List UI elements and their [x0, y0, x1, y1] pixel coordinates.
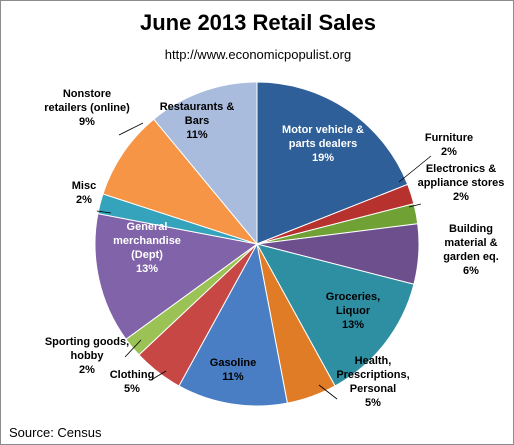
slice-label-line: Building: [449, 223, 493, 235]
slice-label-line: 11%: [222, 371, 244, 383]
leader-line: [318, 384, 338, 400]
slice-label-line: Motor vehicle &: [282, 124, 364, 136]
slice-label-line: 2%: [76, 194, 92, 206]
leader-line: [408, 203, 422, 208]
pie-slice-motor-vehicle-parts-dealers: [256, 81, 409, 245]
slice-label: Restaurants & Bars 11%: [160, 101, 235, 141]
slice-label: Motor vehicle & parts dealers 19%: [282, 124, 364, 164]
slice-label-line: Restaurants &: [160, 101, 235, 113]
slice-label-line: Misc: [72, 180, 96, 192]
pie-slice-general-merchandise-dept: [94, 213, 259, 340]
slice-label-line: material &: [444, 237, 497, 249]
slice-label-line: merchandise: [113, 235, 181, 247]
leader-line: [398, 155, 432, 183]
slice-label-line: 19%: [312, 152, 334, 164]
leader-line: [118, 122, 144, 136]
slice-label-line: Clothing: [110, 369, 155, 381]
slice-label-line: Prescriptions,: [336, 369, 409, 381]
chart-subtitle: http://www.economicpopulist.org: [164, 47, 352, 62]
slice-label-line: 5%: [365, 397, 381, 409]
slice-label-line: garden eq.: [443, 251, 499, 263]
slice-label-line: Nonstore: [63, 88, 111, 100]
slice-labels: Motor vehicle & parts dealers 19% Furniture…: [44, 88, 504, 409]
slice-label-line: 11%: [186, 129, 208, 141]
slice-label-line: Liquor: [336, 305, 371, 317]
slice-label-line: 9%: [79, 116, 95, 128]
leader-line: [96, 210, 112, 214]
slice-label: Health, Prescriptions, Personal 5%: [336, 355, 409, 409]
slice-label-line: 5%: [124, 383, 140, 395]
slice-label: Electronics & appliance stores 2%: [418, 163, 505, 203]
chart-title: June 2013 Retail Sales: [139, 10, 377, 35]
slice-label-line: hobby: [71, 350, 105, 362]
leader-lines: [96, 122, 432, 400]
pie-slices: [94, 81, 420, 407]
slice-label: Gasoline 11%: [210, 357, 256, 383]
slice-label: General merchandise (Dept) 13%: [113, 221, 181, 275]
slice-label: Sporting goods, hobby 2%: [45, 336, 129, 376]
slice-label-line: retailers (online): [44, 102, 130, 114]
slice-label-line: 2%: [453, 191, 469, 203]
leader-line: [150, 370, 167, 381]
slice-label-line: parts dealers: [289, 138, 357, 150]
slice-label-line: 13%: [136, 263, 158, 275]
slice-label-line: 6%: [463, 265, 479, 277]
pie-slice-gasoline: [178, 242, 288, 407]
pie-slice-groceries-liquor: [256, 243, 415, 387]
slice-label-line: Gasoline: [210, 357, 256, 369]
slice-label-line: 2%: [441, 146, 457, 158]
slice-label-line: Electronics &: [426, 163, 496, 175]
source-note: Source: Census: [9, 425, 102, 440]
pie-slice-restaurants-bars: [153, 81, 258, 246]
slice-label-line: (Dept): [131, 249, 163, 261]
slice-label-line: Health,: [355, 355, 392, 367]
slice-label-line: General: [127, 221, 168, 233]
slice-label-line: Sporting goods,: [45, 336, 129, 348]
leader-line: [124, 339, 142, 358]
slice-label-line: appliance stores: [418, 177, 505, 189]
slice-label-line: Personal: [350, 383, 396, 395]
slice-label: Clothing 5%: [110, 369, 155, 395]
slice-label-line: Furniture: [425, 132, 473, 144]
slice-label: Groceries, Liquor 13%: [326, 291, 380, 331]
slice-label: Building material & garden eq. 6%: [443, 223, 499, 277]
slice-label: Nonstore retailers (online) 9%: [44, 88, 130, 128]
slice-label: Misc 2%: [72, 180, 96, 206]
pie-slice-nonstore-retailers-online: [102, 118, 259, 246]
slice-label: Furniture 2%: [425, 132, 473, 158]
slice-label-line: Bars: [185, 115, 209, 127]
slice-label-line: 2%: [79, 364, 95, 376]
slice-label-line: Groceries,: [326, 291, 380, 303]
slice-label-line: 13%: [342, 319, 364, 331]
